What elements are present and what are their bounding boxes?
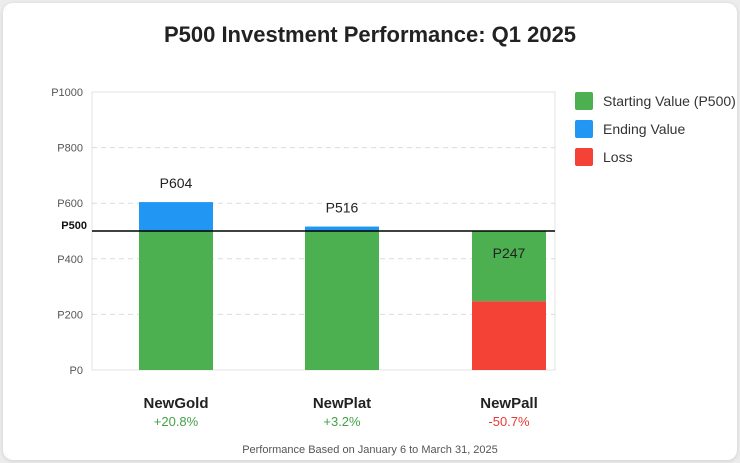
category-label-newpall: NewPall [480, 395, 538, 412]
bar-gain-newgold [139, 202, 213, 231]
y-tick-label-600: P600 [57, 198, 83, 210]
value-label-newpall: P247 [493, 245, 526, 261]
legend-label-loss: Loss [603, 149, 633, 165]
bar-gain-newplat [305, 226, 379, 231]
y-tick-label-400: P400 [57, 254, 83, 266]
y-tick-label-800: P800 [57, 143, 83, 155]
legend-item-starting: Starting Value (P500) [575, 92, 736, 110]
legend: Starting Value (P500) Ending Value Loss [575, 92, 736, 176]
legend-label-starting: Starting Value (P500) [603, 93, 736, 109]
legend-item-loss: Loss [575, 148, 736, 166]
legend-swatch-starting [575, 92, 593, 110]
legend-swatch-loss [575, 148, 593, 166]
change-label-newgold: +20.8% [153, 414, 199, 429]
bars [139, 202, 546, 370]
footnote: Performance Based on January 6 to March … [242, 444, 498, 456]
y-tick-label-0: P0 [70, 365, 83, 377]
bar-starting-newgold [139, 231, 213, 370]
y-tick-label-1000: P1000 [51, 87, 83, 99]
change-label-newpall: -50.7% [488, 414, 530, 429]
category-label-newgold: NewGold [143, 395, 209, 412]
legend-label-ending: Ending Value [603, 121, 686, 137]
change-label-newplat: +3.2% [323, 414, 361, 429]
value-label-newgold: P604 [160, 175, 193, 191]
legend-swatch-ending [575, 120, 593, 138]
y-axis-ticks: P0 P200 P400 P600 P800 P1000 [51, 87, 83, 377]
category-label-newplat: NewPlat [312, 395, 372, 412]
legend-item-ending: Ending Value [575, 120, 736, 138]
reference-line-group: P500 [61, 220, 555, 232]
bar-starting-newpall [472, 231, 546, 302]
reference-line-label: P500 [61, 220, 87, 232]
chart-title: P500 Investment Performance: Q1 2025 [163, 22, 577, 47]
bar-starting-newplat [305, 231, 379, 370]
value-labels: P604 P516 P247 [160, 175, 526, 261]
y-tick-label-200: P200 [57, 309, 83, 321]
value-label-newplat: P516 [326, 200, 359, 216]
bar-loss-newpall [472, 301, 546, 370]
